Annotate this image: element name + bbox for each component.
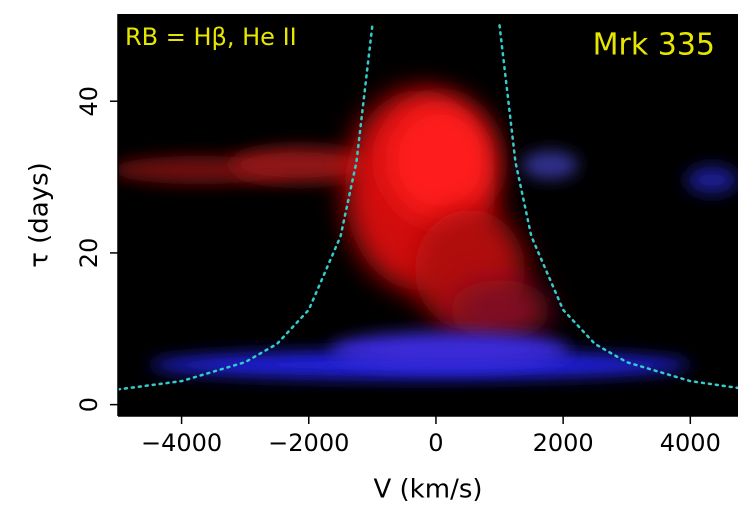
y-axis-label: τ (days) (25, 162, 55, 268)
envelope-curve (118, 24, 374, 391)
map-image (118, 14, 738, 416)
x-tick-label: −2000 (268, 429, 349, 457)
x-tick-label: 0 (428, 429, 443, 457)
chart-title: Mrk 335 (593, 28, 715, 63)
annotation: RB = Hβ, He II (125, 23, 297, 51)
y-tick-label: 20 (75, 238, 103, 269)
envelope-curve (498, 24, 738, 390)
x-axis-label: V (km/s) (373, 475, 482, 505)
y-tick-label: 40 (75, 86, 103, 117)
y-tick-label: 0 (75, 397, 103, 412)
x-tick-label: 4000 (660, 429, 721, 457)
x-tick-label: 2000 (533, 429, 594, 457)
x-tick-label: −4000 (141, 429, 222, 457)
